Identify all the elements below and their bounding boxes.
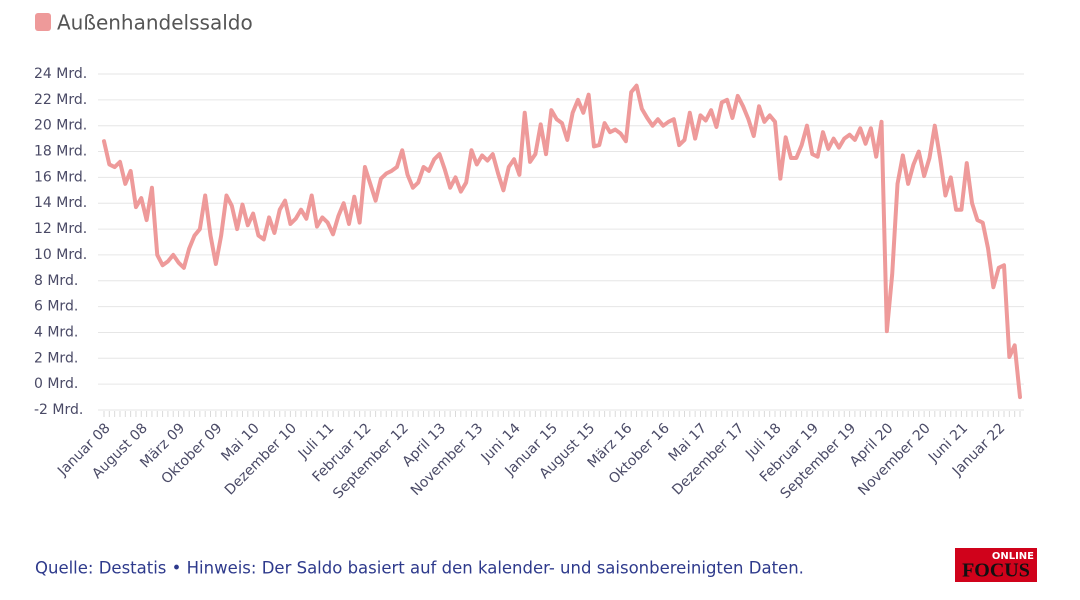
y-tick-label: -2 Mrd. bbox=[34, 402, 83, 418]
legend-label: Außenhandelssaldo bbox=[57, 11, 253, 35]
legend-swatch bbox=[35, 13, 51, 31]
logo-top: ONLINE bbox=[992, 551, 1034, 562]
y-tick-label: 16 Mrd. bbox=[34, 169, 87, 185]
y-tick-label: 8 Mrd. bbox=[34, 273, 78, 289]
y-tick-label: 0 Mrd. bbox=[34, 376, 78, 392]
data-line bbox=[102, 83, 1022, 400]
y-tick-label: 18 Mrd. bbox=[34, 144, 87, 160]
logo-background bbox=[955, 548, 1037, 582]
source-note: Quelle: Destatis • Hinweis: Der Saldo ba… bbox=[35, 559, 804, 578]
y-tick-label: 22 Mrd. bbox=[34, 92, 87, 108]
y-tick-label: 2 Mrd. bbox=[34, 350, 78, 366]
y-tick-label: 14 Mrd. bbox=[34, 195, 87, 211]
y-tick-label: 10 Mrd. bbox=[34, 247, 87, 263]
y-tick-label: 12 Mrd. bbox=[34, 221, 87, 237]
y-tick-label: 6 Mrd. bbox=[34, 299, 78, 315]
logo: ONLINE FOCUS bbox=[955, 548, 1037, 582]
y-tick-label: 24 Mrd. bbox=[34, 66, 87, 82]
y-tick-label: 20 Mrd. bbox=[34, 118, 87, 134]
logo-main: FOCUS bbox=[962, 560, 1030, 582]
y-tick-label: 4 Mrd. bbox=[34, 324, 78, 340]
